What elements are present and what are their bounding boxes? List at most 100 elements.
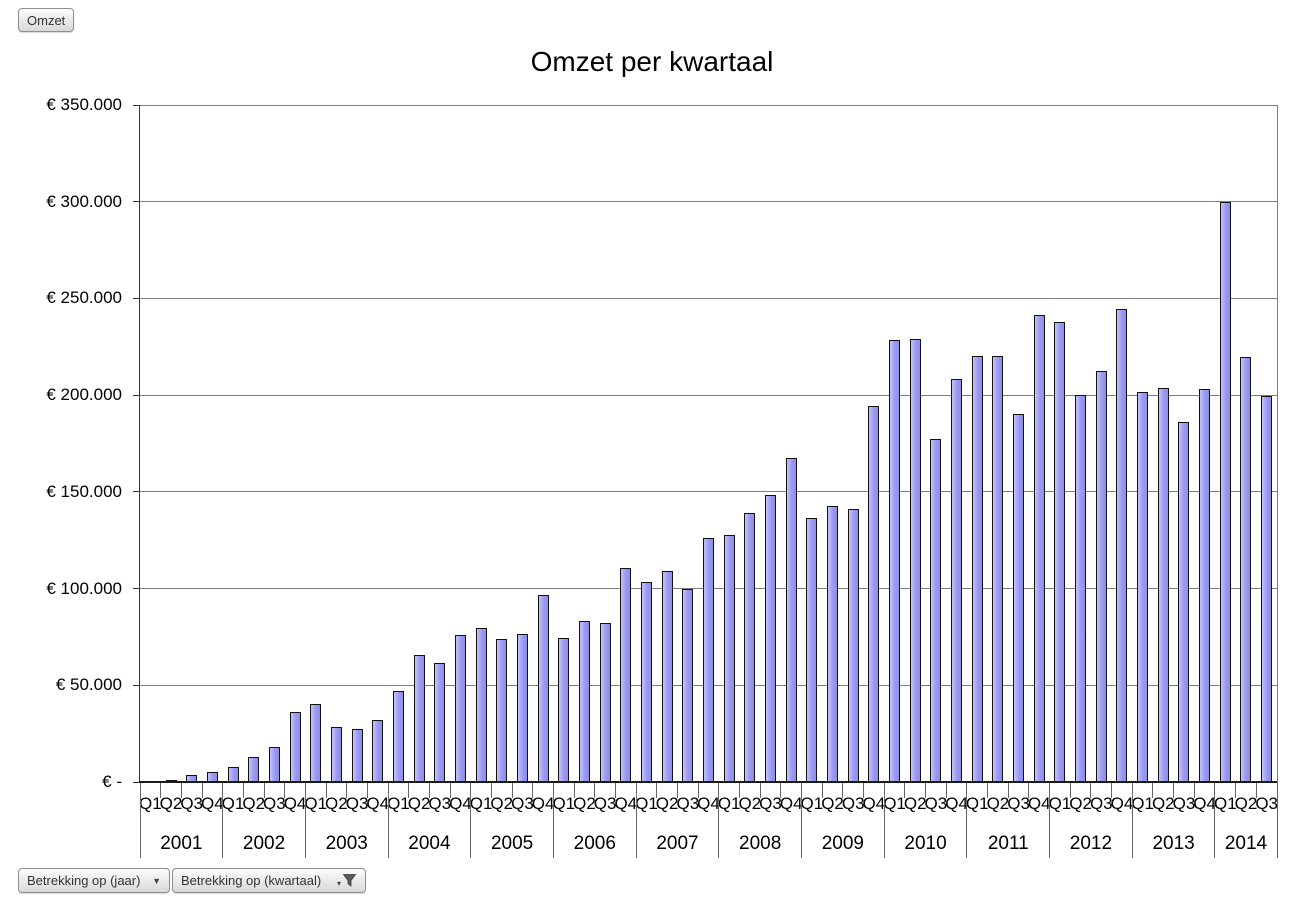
y-axis-line	[139, 105, 140, 782]
gridline	[140, 491, 1277, 493]
bar-2008-Q4	[786, 458, 797, 782]
plot-right-border	[1276, 105, 1278, 782]
bar-2004-Q2	[414, 655, 425, 782]
bar-2010-Q4	[951, 379, 962, 782]
quarter-label: Q3	[1089, 794, 1113, 813]
quarter-label: Q2	[1234, 794, 1258, 813]
bar-2005-Q3	[517, 634, 528, 782]
bar-2004-Q1	[393, 691, 404, 782]
year-label: 2010	[904, 833, 947, 854]
bar-2006-Q3	[600, 623, 611, 782]
x-axis-tick	[242, 782, 244, 798]
year-separator	[222, 782, 224, 858]
quarter-label: Q4	[531, 794, 555, 813]
bar-2002-Q1	[228, 767, 239, 782]
bar-2005-Q2	[496, 639, 507, 782]
x-axis-tick	[656, 782, 658, 798]
bar-2014-Q3	[1261, 396, 1272, 782]
x-axis-tick	[160, 782, 162, 798]
year-separator	[966, 782, 968, 858]
year-separator	[139, 782, 141, 858]
bar-2012-Q2	[1075, 395, 1086, 782]
quarter-label: Q2	[325, 794, 348, 813]
year-separator	[470, 782, 472, 858]
bar-2010-Q2	[910, 339, 921, 782]
quarter-label: Q4	[201, 794, 224, 813]
bar-2004-Q3	[434, 663, 445, 782]
year-label: 2001	[160, 833, 203, 854]
year-label: 2012	[1069, 833, 1113, 854]
bar-2013-Q4	[1199, 389, 1210, 782]
x-axis-tick	[842, 782, 844, 798]
bar-2003-Q3	[352, 729, 363, 782]
year-label: 2014	[1224, 833, 1268, 854]
pivot-axis-field-button-kwartaal[interactable]: Betrekking op (kwartaal) ▾	[172, 868, 366, 893]
year-separator	[552, 782, 554, 858]
gridline	[140, 104, 1277, 106]
y-axis-tick-label: € 100.000	[46, 578, 122, 598]
y-axis-tick	[133, 781, 140, 783]
y-axis-tick	[133, 201, 140, 203]
year-label: 2003	[325, 833, 368, 854]
y-axis-tick-label: € 50.000	[55, 675, 122, 695]
bar-2006-Q2	[579, 621, 590, 782]
y-axis-tick-label: € 200.000	[46, 385, 122, 405]
x-axis-tick	[614, 782, 616, 798]
quarter-label: Q3	[1255, 794, 1278, 813]
year-label: 2005	[490, 833, 534, 854]
x-axis-tick	[594, 782, 596, 798]
x-axis-tick	[1173, 782, 1175, 798]
bar-2008-Q1	[724, 535, 735, 782]
bar-2009-Q2	[827, 506, 838, 782]
bar-2008-Q2	[744, 513, 755, 782]
x-axis-tick	[759, 782, 761, 798]
pivot-axis-field-jaar-label: Betrekking op (jaar)	[27, 873, 141, 888]
bar-2003-Q2	[331, 727, 342, 782]
x-axis-tick	[449, 782, 451, 798]
year-separator	[635, 782, 637, 858]
bar-2005-Q4	[538, 595, 549, 782]
x-axis-tick	[863, 782, 865, 798]
quarter-label: Q1	[138, 794, 162, 813]
y-axis-tick	[133, 684, 140, 686]
x-axis-tick	[1152, 782, 1154, 798]
year-label: 2004	[408, 833, 451, 854]
quarter-label: Q1	[1048, 794, 1072, 813]
quarter-label: Q2	[242, 794, 266, 813]
quarter-label: Q1	[1213, 794, 1237, 813]
year-label: 2002	[242, 833, 286, 854]
year-label: 2007	[656, 833, 699, 854]
quarter-label: Q2	[407, 794, 431, 813]
x-axis-tick	[573, 782, 575, 798]
x-axis-tick	[325, 782, 327, 798]
quarter-label: Q4	[366, 794, 390, 813]
pivot-data-field-button-omzet[interactable]: Omzet	[18, 8, 75, 32]
y-axis-tick-label: € 350.000	[46, 95, 122, 114]
quarter-label: Q4	[945, 794, 968, 813]
x-axis-tick	[1028, 782, 1030, 798]
bar-2011-Q1	[972, 356, 983, 782]
pivot-axis-field-button-jaar[interactable]: Betrekking op (jaar) ▼	[18, 868, 170, 893]
quarter-label: Q3	[759, 794, 782, 813]
quarter-label: Q4	[449, 794, 472, 813]
bar-2009-Q4	[868, 406, 879, 782]
x-axis-tick	[925, 782, 927, 798]
x-axis-tick	[366, 782, 368, 798]
y-axis-tick-label: € -	[102, 772, 122, 791]
bar-2008-Q3	[765, 495, 776, 782]
bar-2011-Q2	[992, 356, 1003, 782]
bar-2010-Q3	[930, 439, 941, 782]
bar-2005-Q1	[476, 628, 487, 782]
quarter-label: Q2	[490, 794, 514, 813]
gridline	[140, 394, 1277, 396]
quarter-label: Q3	[511, 794, 534, 813]
quarter-label: Q3	[593, 794, 617, 813]
quarter-label: Q2	[986, 794, 1010, 813]
x-axis-tick	[346, 782, 348, 798]
bar-2006-Q1	[558, 638, 569, 782]
bar-2007-Q4	[703, 538, 714, 782]
year-label: 2011	[987, 833, 1029, 854]
x-axis-tick	[201, 782, 203, 798]
x-axis-tick	[945, 782, 947, 798]
x-axis-tick	[904, 782, 906, 798]
